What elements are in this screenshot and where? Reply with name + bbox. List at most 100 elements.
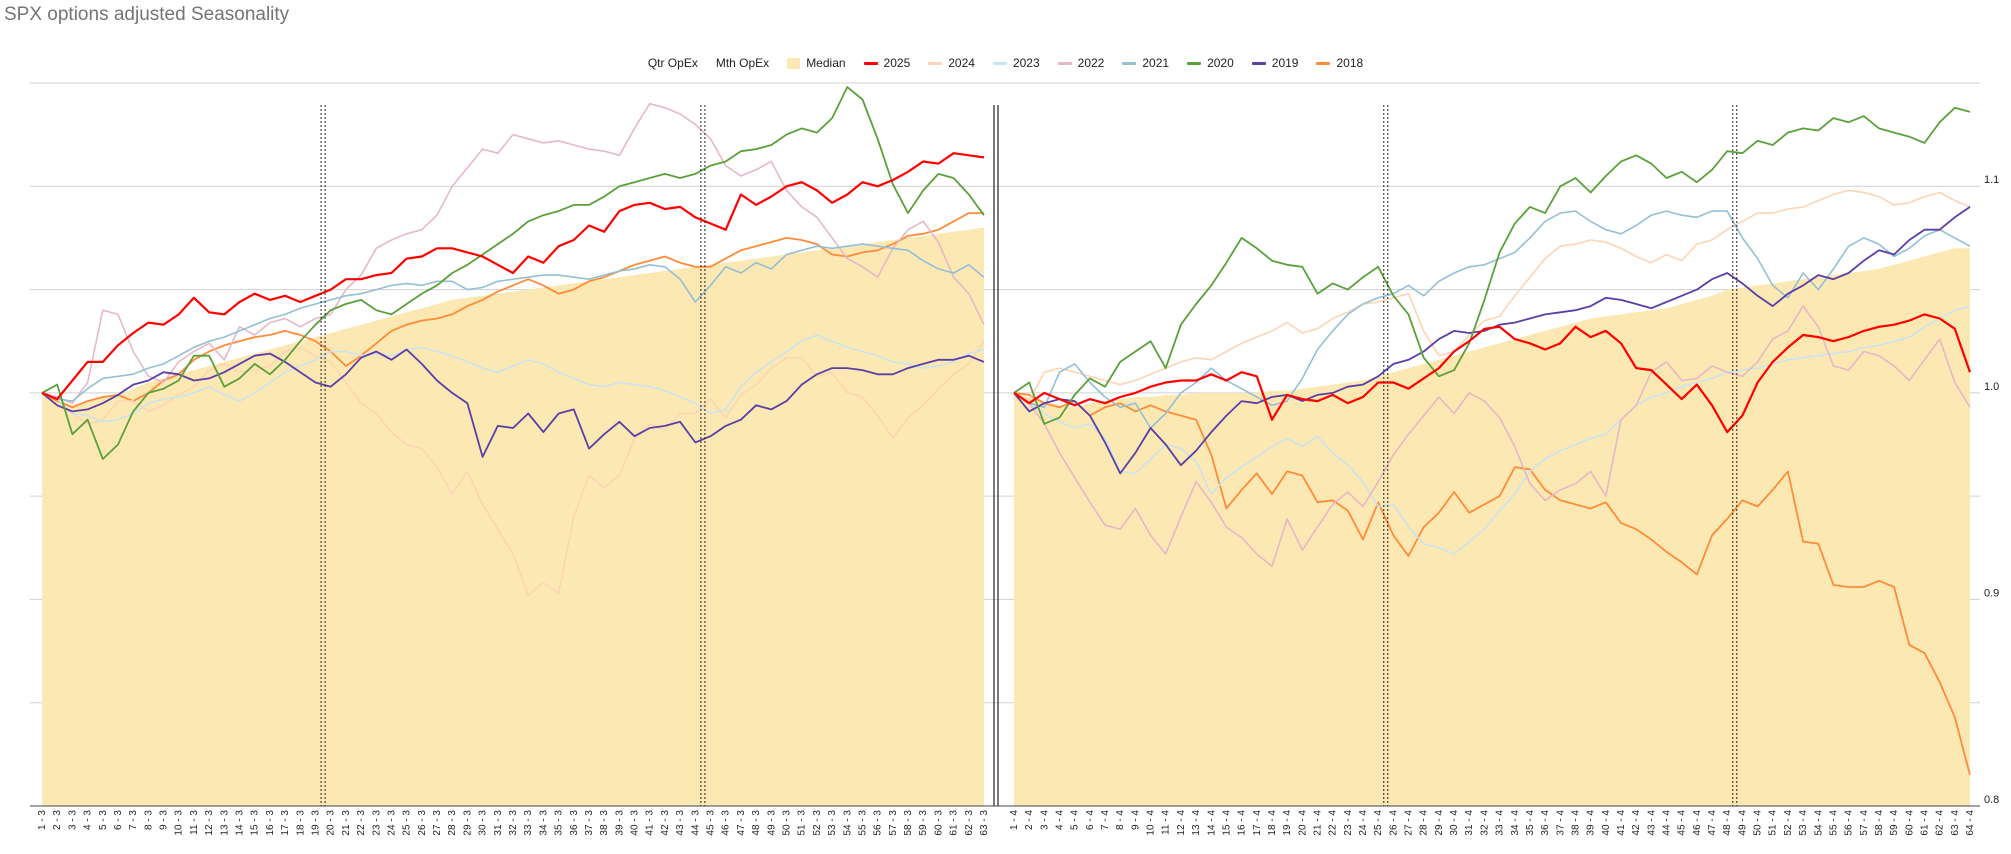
y-tick-label: 1.1 xyxy=(1984,174,1999,186)
x-tick-label: 31 - 4 xyxy=(1464,810,1475,836)
x-tick-label: 10 - 3 xyxy=(174,810,185,836)
x-tick-label: 16 - 4 xyxy=(1237,810,1248,836)
x-tick-label: 21 - 3 xyxy=(341,810,352,836)
legend-swatch xyxy=(928,61,943,65)
x-tick-label: 6 - 3 xyxy=(113,810,124,830)
x-tick-label: 35 - 3 xyxy=(554,810,565,836)
legend-item-qtr-opex: Qtr OpEx xyxy=(648,56,698,70)
x-tick-label: 4 - 3 xyxy=(83,810,94,830)
x-tick-label: 21 - 4 xyxy=(1312,810,1323,836)
x-tick-label: 17 - 3 xyxy=(280,810,291,836)
legend-item-2018: 2018 xyxy=(1316,56,1363,70)
x-tick-label: 49 - 3 xyxy=(766,810,777,836)
x-tick-label: 9 - 3 xyxy=(159,810,170,830)
x-tick-label: 19 - 3 xyxy=(310,810,321,836)
x-tick-label: 43 - 4 xyxy=(1646,810,1657,836)
x-tick-label: 55 - 3 xyxy=(857,810,868,836)
series-line-2020 xyxy=(1013,106,1971,425)
x-tick-label: 15 - 3 xyxy=(250,810,261,836)
series-line-2025 xyxy=(1013,313,1972,434)
x-tick-label: 38 - 4 xyxy=(1570,810,1581,836)
x-tick-label: 55 - 4 xyxy=(1828,810,1839,836)
x-tick-label: 60 - 4 xyxy=(1904,810,1915,836)
median-area xyxy=(42,227,984,807)
x-tick-label: 60 - 3 xyxy=(933,810,944,836)
x-tick-label: 63 - 3 xyxy=(979,810,990,836)
x-tick-label: 8 - 3 xyxy=(143,810,154,830)
x-tick-label: 64 - 4 xyxy=(1965,810,1976,836)
x-tick-label: 34 - 4 xyxy=(1510,810,1521,836)
legend-label: 2025 xyxy=(883,56,911,70)
x-tick-label: 41 - 4 xyxy=(1616,810,1627,836)
legend-swatch xyxy=(1122,61,1137,65)
legend-label: 2022 xyxy=(1077,56,1105,70)
x-tick-label: 25 - 4 xyxy=(1373,810,1384,836)
x-tick-label: 12 - 4 xyxy=(1176,810,1187,836)
x-tick-label: 56 - 4 xyxy=(1844,810,1855,836)
x-tick-label: 62 - 3 xyxy=(964,810,975,836)
y-tick-label: 0.8 xyxy=(1984,794,1999,806)
series-line-2022 xyxy=(1013,305,1971,568)
x-tick-label: 23 - 4 xyxy=(1343,810,1354,836)
x-tick-label: 1 - 3 xyxy=(37,810,48,830)
x-tick-label: 26 - 3 xyxy=(417,810,428,836)
legend-item-2024: 2024 xyxy=(928,56,975,70)
x-tick-label: 37 - 4 xyxy=(1555,810,1566,836)
x-tick-label: 38 - 3 xyxy=(599,810,610,836)
x-tick-label: 36 - 4 xyxy=(1540,810,1551,836)
legend-swatch xyxy=(863,61,878,65)
x-tick-label: 13 - 3 xyxy=(219,810,230,836)
series-line-2024 xyxy=(1013,189,1971,402)
series-line-2019 xyxy=(41,348,985,458)
x-tick-label: 46 - 3 xyxy=(721,810,732,836)
median-area xyxy=(1014,248,1970,807)
x-tick-label: 28 - 3 xyxy=(447,810,458,836)
x-tick-label: 7 - 3 xyxy=(128,810,139,830)
x-tick-label: 40 - 4 xyxy=(1601,810,1612,836)
legend-swatch xyxy=(1316,61,1331,65)
x-tick-label: 15 - 4 xyxy=(1221,810,1232,836)
x-tick-label: 22 - 3 xyxy=(356,810,367,836)
x-tick-label: 25 - 3 xyxy=(402,810,413,836)
x-tick-label: 54 - 3 xyxy=(842,810,853,836)
series-line-2022 xyxy=(41,102,985,405)
legend-item-mth-opex: Mth OpEx xyxy=(716,56,769,70)
x-tick-label: 33 - 3 xyxy=(523,810,534,836)
x-tick-label: 39 - 4 xyxy=(1586,810,1597,836)
x-tick-label: 46 - 4 xyxy=(1692,810,1703,836)
x-tick-label: 43 - 3 xyxy=(675,810,686,836)
legend-label: Median xyxy=(806,56,846,70)
series-line-2024 xyxy=(41,340,985,597)
x-tick-label: 47 - 4 xyxy=(1707,810,1718,836)
x-tick-label: 1 - 4 xyxy=(1009,810,1020,830)
x-tick-label: 5 - 4 xyxy=(1070,810,1081,830)
x-tick-label: 27 - 3 xyxy=(432,810,443,836)
x-tick-label: 42 - 4 xyxy=(1631,810,1642,836)
x-tick-label: 40 - 3 xyxy=(630,810,641,836)
series-line-2020 xyxy=(41,86,985,460)
legend-label: 2024 xyxy=(948,56,975,70)
x-tick-label: 4 - 4 xyxy=(1055,810,1066,830)
x-tick-label: 11 - 3 xyxy=(189,810,200,835)
legend-label: 2019 xyxy=(1271,56,1299,70)
x-tick-label: 24 - 4 xyxy=(1358,810,1369,836)
x-tick-label: 30 - 3 xyxy=(478,810,489,836)
x-tick-label: 53 - 3 xyxy=(827,810,838,836)
x-tick-label: 10 - 4 xyxy=(1146,810,1157,836)
x-tick-label: 17 - 4 xyxy=(1252,810,1263,836)
legend-item-2019: 2019 xyxy=(1251,56,1299,70)
x-tick-label: 41 - 3 xyxy=(645,810,656,836)
x-tick-label: 57 - 3 xyxy=(888,810,899,836)
x-tick-label: 32 - 3 xyxy=(508,810,519,836)
x-tick-label: 44 - 4 xyxy=(1662,810,1673,836)
x-tick-label: 22 - 4 xyxy=(1328,810,1339,836)
x-tick-label: 3 - 3 xyxy=(67,810,78,830)
x-tick-label: 50 - 4 xyxy=(1753,810,1764,836)
x-tick-label: 61 - 3 xyxy=(949,810,960,836)
x-tick-label: 8 - 4 xyxy=(1115,810,1126,830)
x-tick-label: 14 - 4 xyxy=(1206,810,1217,836)
x-tick-label: 59 - 4 xyxy=(1889,810,1900,836)
x-tick-label: 34 - 3 xyxy=(538,810,549,836)
x-tick-label: 42 - 3 xyxy=(660,810,671,836)
legend-item-2022: 2022 xyxy=(1057,56,1105,70)
